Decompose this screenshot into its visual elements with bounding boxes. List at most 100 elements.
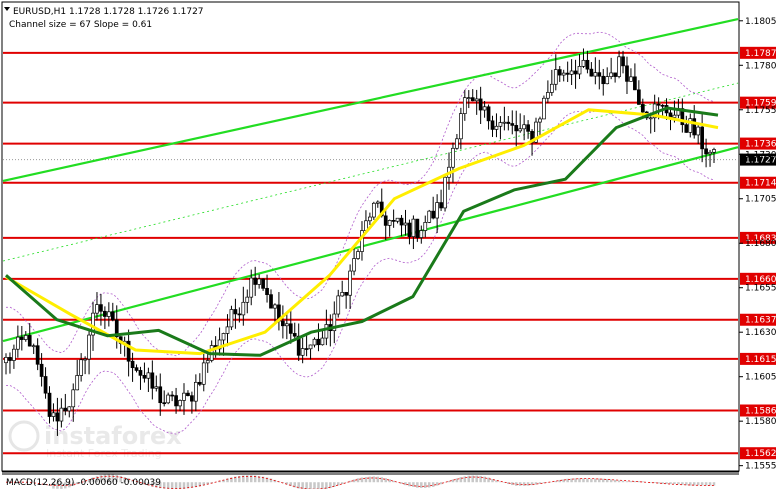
candle-bull xyxy=(696,126,701,136)
candle-bull xyxy=(411,218,416,237)
candle-bull xyxy=(553,69,558,85)
candle-bull xyxy=(423,222,428,231)
current-price-tag xyxy=(740,153,776,166)
candle-bull xyxy=(648,117,653,120)
channel-mid-line xyxy=(2,82,739,262)
candle-bull xyxy=(324,324,329,339)
candle-bear xyxy=(27,335,32,347)
band-lower xyxy=(5,110,715,435)
candle-bear xyxy=(514,125,519,132)
candle-bull xyxy=(605,76,610,85)
candle-bear xyxy=(636,89,641,105)
candle-bull xyxy=(245,296,250,303)
candle-bear xyxy=(573,70,578,75)
price-level-tag xyxy=(740,272,776,285)
candle-bull xyxy=(154,386,159,389)
candle-bear xyxy=(43,376,48,394)
candle-bear xyxy=(415,218,420,238)
candle-bear xyxy=(253,277,258,285)
candle-bull xyxy=(455,138,459,149)
candle-bear xyxy=(103,310,107,317)
candle-bull xyxy=(403,222,408,226)
candle-bull xyxy=(79,359,84,376)
candle-bull xyxy=(205,360,210,364)
candle-bear xyxy=(170,394,174,397)
price-level-tag xyxy=(740,352,776,365)
candle-bear xyxy=(506,121,511,124)
envelope-bands xyxy=(5,31,715,435)
candle-bull xyxy=(31,345,36,348)
candle-bull xyxy=(146,372,151,379)
candle-bear xyxy=(700,126,704,150)
candle-bear xyxy=(304,348,309,350)
channel-upper-line xyxy=(2,17,739,183)
candle-bear xyxy=(526,124,530,132)
candle-bull xyxy=(95,304,99,314)
candle-bull xyxy=(87,334,91,360)
candle-bull xyxy=(466,97,471,99)
candle-bull xyxy=(75,375,80,391)
candle-bull xyxy=(106,311,111,317)
price-level-tag xyxy=(740,137,776,150)
candle-bull xyxy=(482,106,487,111)
candle-bear xyxy=(613,72,617,77)
candle-bear xyxy=(281,320,285,327)
price-tick-label: 1.1755 xyxy=(745,106,777,116)
candle-bull xyxy=(300,348,305,356)
price-level-tag xyxy=(740,176,776,189)
candle-bull xyxy=(629,76,633,82)
price-tick-label: 1.1805 xyxy=(745,17,777,27)
candle-bull xyxy=(332,313,337,332)
candle-bear xyxy=(589,68,594,77)
candle-bull xyxy=(672,114,677,118)
candle-bull xyxy=(166,394,171,404)
candle-bull xyxy=(312,338,317,346)
candle-bear xyxy=(625,65,629,82)
price-level-label: 1.1586 xyxy=(745,406,777,416)
candle-bull xyxy=(23,335,28,340)
candle-bear xyxy=(288,323,293,334)
candle-bull xyxy=(593,72,598,77)
candle-bear xyxy=(640,104,645,113)
candle-bear xyxy=(233,309,238,315)
candle-bear xyxy=(399,217,404,226)
price-axis: 1.18051.17801.17551.17301.17051.16801.16… xyxy=(739,17,777,472)
ma-fast-line xyxy=(5,106,719,357)
candle-bull xyxy=(221,333,226,341)
candle-bear xyxy=(99,304,103,312)
candle-bear xyxy=(197,381,202,385)
candle-bull xyxy=(546,92,550,99)
candle-bull xyxy=(71,389,76,408)
candle-bull xyxy=(178,400,182,407)
candle-bull xyxy=(375,201,380,204)
candle-bull xyxy=(194,381,198,402)
candle-bear xyxy=(292,333,297,337)
candle-bull xyxy=(371,202,376,218)
price-level-label: 1.1714 xyxy=(745,179,777,189)
price-tick-label: 1.1705 xyxy=(745,195,777,205)
candle-bull xyxy=(320,337,325,346)
candle-bull xyxy=(688,118,693,133)
candle-bear xyxy=(316,338,321,346)
candle-bull xyxy=(4,357,8,364)
candle-bull xyxy=(494,125,499,130)
candle-bear xyxy=(692,118,697,136)
current-price-label: 1.1727 xyxy=(745,156,777,166)
candle-bear xyxy=(114,319,119,337)
candle-bear xyxy=(126,340,131,362)
macd-label: MACD(12,26,9) -0.00060 -0.00039 xyxy=(6,478,161,488)
collapse-triangle-icon[interactable] xyxy=(4,7,10,11)
candle-bull xyxy=(368,216,372,222)
candle-bull xyxy=(459,113,463,140)
candle-bull xyxy=(229,309,234,328)
candle-bull xyxy=(284,323,289,327)
channel-lower-line xyxy=(2,146,739,343)
candle-bull xyxy=(577,65,582,75)
candle-bull xyxy=(427,210,432,223)
candle-bull xyxy=(534,121,538,143)
candle-bull xyxy=(708,151,712,155)
candle-bull xyxy=(561,72,566,76)
candle-bear xyxy=(478,98,483,111)
chart-frame xyxy=(1,1,740,472)
